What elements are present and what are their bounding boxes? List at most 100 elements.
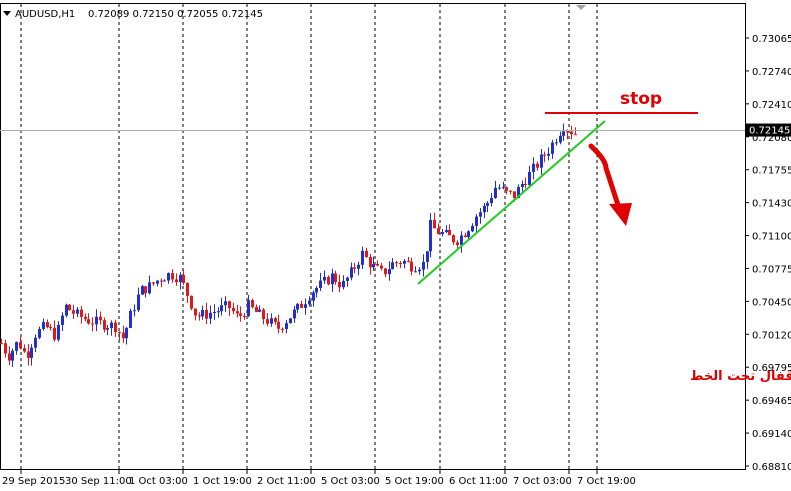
candle-body bbox=[509, 190, 512, 192]
candle-body bbox=[167, 273, 170, 281]
price-tick-label: 0.73065 bbox=[752, 34, 791, 45]
candle-body bbox=[87, 319, 90, 324]
candle-body bbox=[547, 153, 550, 156]
candle-body bbox=[122, 332, 125, 339]
candle-body bbox=[144, 286, 147, 294]
candle-body bbox=[220, 305, 223, 312]
candle-body bbox=[403, 260, 406, 264]
candle-body bbox=[380, 265, 383, 269]
candle-body bbox=[30, 347, 33, 358]
triangle-down-icon[interactable] bbox=[3, 11, 11, 16]
candle-body bbox=[296, 303, 299, 310]
candle-body bbox=[524, 183, 527, 185]
time-tick-label: 6 Oct 11:00 bbox=[449, 476, 508, 487]
candle-body bbox=[475, 216, 478, 226]
candle-body bbox=[350, 267, 353, 278]
candle-body bbox=[118, 332, 121, 334]
candle-body bbox=[486, 203, 489, 206]
candle-body bbox=[353, 267, 356, 269]
candle-body bbox=[293, 309, 296, 319]
candle-body bbox=[137, 294, 140, 311]
candle-body bbox=[315, 287, 318, 293]
candle-body bbox=[494, 187, 497, 198]
price-axis: 0.73065 0.72740 0.72410 0.72080 0.71755 0.714… bbox=[745, 34, 791, 473]
candle-body bbox=[46, 322, 49, 328]
candle-body bbox=[334, 273, 337, 283]
candle-body bbox=[110, 322, 113, 329]
candle-body bbox=[34, 337, 37, 348]
candle-body bbox=[319, 280, 322, 288]
candle-body bbox=[437, 228, 440, 234]
candle-body bbox=[338, 282, 341, 288]
candle-body bbox=[559, 135, 562, 143]
candle-body bbox=[224, 301, 227, 306]
candle-body bbox=[99, 316, 102, 321]
candle-body bbox=[376, 263, 379, 266]
candle-body bbox=[72, 310, 75, 314]
candle-body bbox=[498, 187, 501, 189]
candle-body bbox=[125, 327, 128, 339]
candle-body bbox=[467, 231, 470, 237]
candle-body bbox=[574, 134, 577, 136]
candle-body bbox=[190, 295, 193, 309]
candle-body bbox=[133, 310, 136, 312]
candle-body bbox=[163, 280, 166, 282]
candle-body bbox=[53, 327, 56, 340]
candle-body bbox=[323, 276, 326, 281]
candle-body bbox=[422, 261, 425, 270]
candle-body bbox=[285, 323, 288, 329]
candle-body bbox=[555, 142, 558, 144]
price-tick-label: 0.71100 bbox=[752, 232, 791, 243]
price-tick-label: 0.71430 bbox=[752, 199, 791, 210]
candle-body bbox=[441, 231, 444, 234]
candle-body bbox=[213, 311, 216, 313]
candle-body bbox=[251, 300, 254, 307]
candle-body bbox=[452, 235, 455, 243]
candle-body bbox=[331, 273, 334, 285]
candle-body bbox=[198, 315, 201, 317]
candle-body bbox=[27, 351, 30, 358]
candle-body bbox=[304, 304, 307, 308]
price-tick-label: 0.72080 bbox=[752, 133, 791, 144]
candle-body bbox=[4, 343, 7, 354]
candle-body bbox=[194, 308, 197, 316]
candle-body bbox=[513, 191, 516, 199]
candle-body bbox=[456, 242, 459, 246]
candle-body bbox=[76, 309, 79, 314]
candle-body bbox=[418, 269, 421, 272]
candle-body bbox=[407, 260, 410, 262]
candle-body bbox=[570, 131, 573, 135]
candle-body bbox=[179, 274, 182, 283]
candle-body bbox=[369, 257, 372, 268]
candle-body bbox=[262, 309, 265, 320]
candle-body bbox=[8, 353, 11, 361]
chart-symbol: AUDUSD,H1 bbox=[15, 9, 75, 20]
candle-body bbox=[91, 323, 94, 325]
price-tick-label: 0.72410 bbox=[752, 100, 791, 111]
price-tick-label: 0.69465 bbox=[752, 396, 791, 407]
candle-body bbox=[236, 311, 239, 314]
candle-body bbox=[274, 318, 277, 322]
shift-marker-icon[interactable] bbox=[576, 5, 586, 10]
candle-body bbox=[266, 319, 269, 324]
time-axis: 29 Sep 2015 30 Sep 11:001 Oct 03:00 1 Oct … bbox=[2, 470, 636, 487]
candle-body bbox=[361, 250, 364, 265]
candle-body bbox=[505, 187, 508, 191]
price-tick-label: 0.70120 bbox=[752, 330, 791, 341]
plot-area[interactable] bbox=[0, 3, 746, 470]
candle-body bbox=[551, 142, 554, 154]
candle-body bbox=[129, 310, 132, 328]
candle-body bbox=[562, 131, 565, 136]
candle-body bbox=[57, 324, 60, 340]
candle-body bbox=[255, 306, 258, 312]
candle-body bbox=[479, 212, 482, 217]
candle-body bbox=[175, 279, 178, 283]
candle-body bbox=[114, 322, 117, 333]
time-tick-label: 1 Oct 03:00 bbox=[129, 476, 188, 487]
candle-body bbox=[277, 321, 280, 329]
candle-body bbox=[201, 309, 204, 317]
trendline[interactable] bbox=[417, 120, 606, 285]
price-tick-label: 0.68810 bbox=[752, 462, 791, 473]
candle-body bbox=[171, 273, 174, 280]
